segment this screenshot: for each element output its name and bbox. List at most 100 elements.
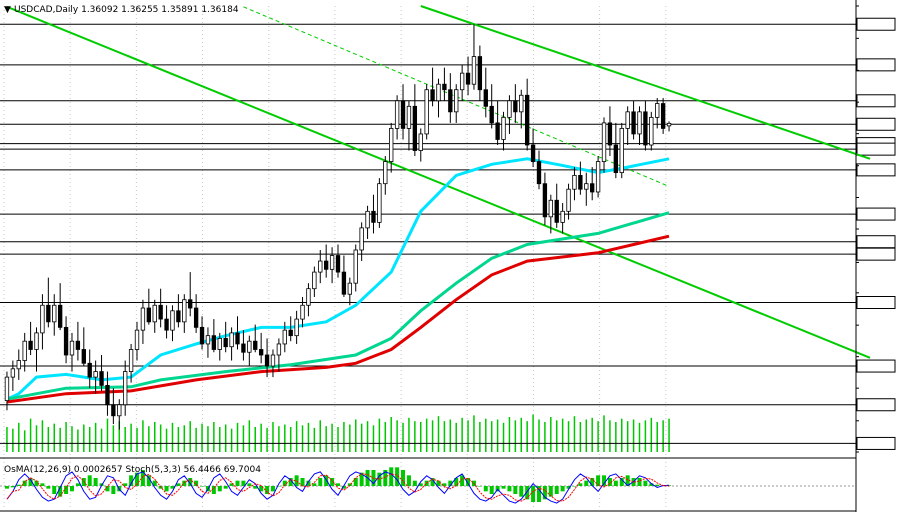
candle-body xyxy=(306,288,311,306)
osma-histogram-bar xyxy=(572,486,577,487)
osma-histogram-bar xyxy=(200,486,205,487)
candle-body xyxy=(430,89,435,102)
osma-histogram-bar xyxy=(276,486,281,487)
osma-histogram-bar xyxy=(40,483,45,486)
osma-histogram-bar xyxy=(64,486,69,494)
candle-body xyxy=(554,199,559,223)
candle-body xyxy=(448,89,453,113)
osma-histogram-bar xyxy=(16,484,21,486)
candle-body xyxy=(69,340,75,356)
moving-average-line xyxy=(6,157,670,401)
candle-body xyxy=(406,105,412,129)
osma-histogram-bar xyxy=(140,470,145,486)
osma-histogram-bar xyxy=(152,480,157,486)
osma-histogram-bar xyxy=(253,486,258,489)
osma-histogram-bar xyxy=(81,478,86,486)
candle-body xyxy=(176,310,181,323)
candle-body xyxy=(590,183,595,193)
candle-body xyxy=(353,249,358,284)
osma-histogram-bar xyxy=(123,483,128,486)
osma-histogram-bar xyxy=(525,486,530,500)
candle-body xyxy=(188,299,193,309)
candle-body xyxy=(341,271,347,295)
osma-histogram-bar xyxy=(87,475,92,486)
symbol-menu-arrow[interactable]: ▼ xyxy=(4,5,11,15)
candle-body xyxy=(637,111,642,135)
candle-body xyxy=(424,89,429,135)
candle-body xyxy=(170,310,175,331)
osma-histogram-bar xyxy=(483,486,488,492)
osma-histogram-bar xyxy=(324,475,329,486)
osma-histogram-bar xyxy=(560,486,565,492)
osma-histogram-bar xyxy=(625,475,630,486)
osma-histogram-bar xyxy=(336,483,340,486)
candle-body xyxy=(312,271,317,290)
candle-body xyxy=(666,122,672,127)
moving-averages xyxy=(6,157,670,404)
candle-body xyxy=(501,116,506,140)
osma-histogram-bar xyxy=(412,480,417,486)
moving-average-line xyxy=(6,211,670,401)
candle-body xyxy=(270,354,276,367)
candle-body xyxy=(489,105,494,124)
candle-body xyxy=(46,304,51,323)
osma-histogram-bar xyxy=(602,475,607,486)
osma-histogram-bar xyxy=(300,478,305,486)
candle-body xyxy=(477,56,483,91)
candle-body xyxy=(111,404,116,417)
candle-body xyxy=(595,161,601,193)
osma-histogram-bar xyxy=(531,486,536,502)
chart-header[interactable]: ▼ USDCAD,Daily 1.36092 1.36255 1.35891 1… xyxy=(4,5,239,15)
osma-histogram-bar xyxy=(176,483,181,486)
candle-body xyxy=(217,338,222,350)
candle-body xyxy=(400,100,406,129)
osma-histogram-bar xyxy=(383,470,388,486)
candle-body xyxy=(584,183,589,190)
candle-body xyxy=(483,89,488,107)
candle-body xyxy=(643,111,648,146)
candle-body xyxy=(436,83,441,102)
candle-body xyxy=(247,340,252,353)
candle-body xyxy=(282,329,287,345)
candle-body xyxy=(377,183,382,223)
candle-body xyxy=(241,343,246,353)
candle-body xyxy=(601,122,607,162)
candle-body xyxy=(28,340,33,350)
level-label-box xyxy=(856,142,896,156)
level-label-box xyxy=(856,117,896,131)
candle-body xyxy=(649,116,654,146)
candle-body xyxy=(22,340,27,361)
osma-histogram-bar xyxy=(347,483,352,486)
candle-body xyxy=(418,133,423,151)
horizontal-levels xyxy=(0,17,896,450)
candle-body xyxy=(229,332,234,348)
channel-line xyxy=(6,5,871,359)
level-label-box xyxy=(856,296,896,310)
stochastic-signal-line xyxy=(6,473,670,502)
candle-body xyxy=(631,111,636,135)
osma-histogram-bar xyxy=(135,472,140,486)
osma-histogram-bar xyxy=(10,486,15,488)
candle-body xyxy=(117,404,122,417)
osma-histogram-bar xyxy=(188,478,193,486)
osma-histogram-bar xyxy=(229,483,234,486)
candle-body xyxy=(519,94,524,113)
candle-body xyxy=(34,332,39,350)
osma-histogram-bar xyxy=(146,475,151,486)
candle-body xyxy=(258,349,264,356)
osma-histogram-bar xyxy=(477,486,482,487)
level-label-box xyxy=(856,235,896,249)
osma-histogram-bar xyxy=(430,478,435,486)
candle-body xyxy=(465,72,471,85)
candle-body xyxy=(211,335,217,350)
candle-body xyxy=(329,255,335,270)
stochastic-main-line xyxy=(6,471,670,504)
osma-histogram-bar xyxy=(75,483,80,486)
osma-histogram-bar xyxy=(513,486,518,494)
candle-body xyxy=(513,100,518,113)
level-label-box xyxy=(856,94,896,108)
osma-histogram-bar xyxy=(312,483,317,486)
level-label-box xyxy=(856,207,896,221)
candle-body xyxy=(223,338,228,348)
osma-histogram-bar xyxy=(34,480,39,486)
